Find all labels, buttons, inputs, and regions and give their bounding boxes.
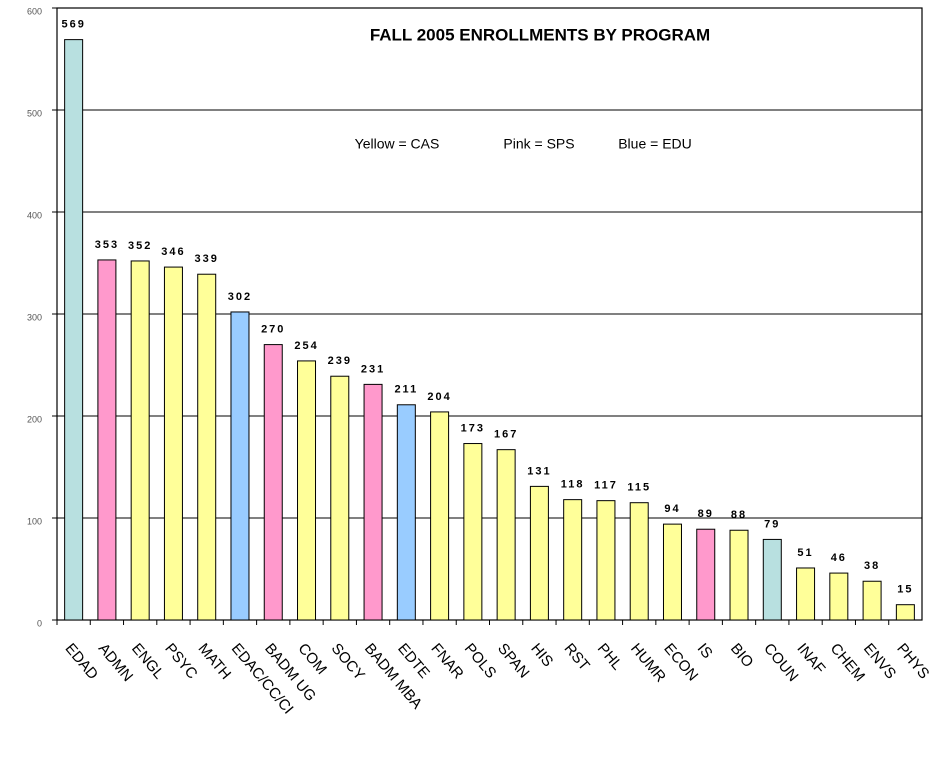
value-label: 270 [261,324,285,336]
value-label: 254 [294,340,318,352]
x-tick-label: EDAD [62,640,102,683]
x-tick-label: ENGL [128,640,167,682]
value-label: 51 [797,547,813,559]
value-label: 231 [361,363,385,375]
x-tick-label: ENVS [860,640,899,682]
bar [862,580,882,621]
value-label: 352 [128,240,152,252]
bar [596,500,616,621]
x-tick-label: ECON [660,640,701,684]
x-tick-label: IS [694,640,716,662]
y-tick-label: 600 [27,6,42,16]
x-tick-label: CHEM [827,640,868,685]
y-tick-label: 0 [37,618,42,628]
bar [430,411,450,621]
bar [64,39,84,621]
value-label: 115 [627,482,651,494]
value-label: 94 [664,503,680,515]
x-tick-label: HIS [527,640,556,670]
legend-text: Yellow = CAS [355,136,440,152]
value-label: 569 [61,19,85,31]
value-label: 38 [864,560,880,572]
legend-text: Pink = SPS [503,136,574,152]
x-tick-label: BIO [727,640,757,671]
y-tick-label: 100 [27,516,42,526]
x-tick-label: ADMN [95,640,136,685]
bar [796,567,816,621]
value-label: 211 [394,384,418,396]
chart-title: FALL 2005 ENROLLMENTS BY PROGRAM [370,25,710,44]
bar [396,404,416,621]
y-tick-label: 400 [27,210,42,220]
x-tick-label: COUN [760,640,801,685]
value-label: 204 [427,391,451,403]
value-label: 117 [594,480,618,492]
x-tick-label: SOCY [328,640,368,683]
x-tick-label: SPAN [494,640,533,681]
bar [463,443,483,621]
value-label: 346 [161,246,185,258]
value-label: 88 [731,509,747,521]
bar [197,273,217,621]
bar [363,383,383,621]
x-tick-label: PHYS [893,640,932,682]
x-tick-label: RST [561,640,593,674]
bar [829,572,849,621]
bar [496,449,516,621]
value-label: 239 [328,355,352,367]
y-tick-label: 300 [27,312,42,322]
value-label: 353 [95,239,119,251]
y-tick-label: 500 [27,108,42,118]
value-label: 339 [195,253,219,265]
bar [163,266,183,621]
bar [330,375,350,621]
legend-text: Blue = EDU [618,136,692,152]
value-label: 46 [831,552,847,564]
bar [297,360,317,621]
bar [263,344,283,621]
value-label: 131 [527,465,551,477]
value-label: 15 [897,584,913,596]
value-label: 89 [698,508,714,520]
value-label: 167 [494,429,518,441]
bar [563,499,583,621]
bar [696,528,716,621]
value-label: 79 [764,518,780,530]
x-tick-label: HUMR [627,640,669,686]
bar [97,259,117,621]
bar [130,260,150,621]
x-tick-label: MATH [195,640,235,683]
bar [629,502,649,621]
bar [729,529,749,621]
x-tick-label: PSYC [161,640,200,682]
value-label: 118 [561,479,585,491]
value-label: 173 [461,422,485,434]
x-tick-label: POLS [461,640,500,682]
value-label: 302 [228,291,252,303]
x-tick-label: PHL [594,640,626,673]
x-tick-label: FNAR [427,640,466,682]
bar [762,538,782,621]
bar [529,485,549,621]
y-tick-label: 200 [27,414,42,424]
bar [662,523,682,621]
bar [895,604,915,621]
bar [230,311,250,621]
